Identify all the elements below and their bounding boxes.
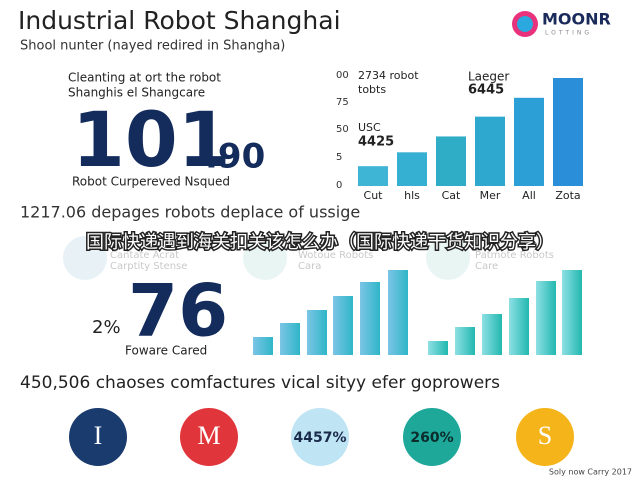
- faded-text: Cara: [298, 261, 321, 272]
- y-tick-label: 75: [336, 97, 349, 108]
- y-tick-label: 50: [336, 124, 349, 135]
- subtitle: Shool nunter (nayed redired in Shangha): [20, 39, 285, 54]
- logo-icon: [517, 16, 533, 32]
- circle-label: S: [538, 421, 552, 450]
- logo-sub: LOTTING: [545, 30, 592, 37]
- overlay-text: 国际快递遇到海关扣关该怎么办（国际快递干货知识分享）: [86, 232, 554, 253]
- bar: [360, 282, 380, 355]
- bottom-heading: 450,506 chaoses comfactures vical sityy …: [20, 373, 500, 393]
- bar: [397, 152, 427, 186]
- faded-text: Wotoue Robots: [298, 250, 373, 261]
- y-tick-label: 0: [336, 180, 342, 191]
- faded-icon: [63, 236, 107, 280]
- caption: Robot Curpereved Nsqued: [72, 175, 230, 189]
- y-tick-label: 5: [336, 152, 342, 163]
- annotation: 2734 robot: [358, 69, 419, 82]
- circle-label: I: [94, 421, 103, 450]
- faded-text: Care: [475, 261, 498, 272]
- circle-icon: [291, 408, 349, 466]
- annotation: USC: [358, 121, 381, 134]
- stat-line: Cleanting at ort the robot: [68, 71, 221, 85]
- circle-label: M: [197, 421, 220, 450]
- faded-text: Cantate Acrat: [110, 250, 179, 261]
- annotation: 4425: [358, 135, 394, 150]
- annotation: Laeger: [468, 70, 509, 84]
- circle-icon: [69, 408, 127, 466]
- faded-text: Patmote Robots: [475, 250, 554, 261]
- x-tick-label: hls: [404, 189, 420, 202]
- circle-icon: [516, 408, 574, 466]
- prefix: 2%: [92, 317, 121, 338]
- circle-icon: [180, 408, 238, 466]
- faded-text: Carptity Stense: [110, 261, 187, 272]
- stat-line: Shanghis el Shangcare: [68, 86, 205, 100]
- x-tick-label: Cat: [442, 189, 461, 202]
- faded-icon: [426, 236, 470, 280]
- big-number: 101: [72, 95, 231, 184]
- x-tick-label: Cut: [364, 189, 384, 202]
- circle-label: 4457%: [294, 430, 347, 446]
- logo: MOONR: [542, 10, 611, 29]
- circle-label: 260%: [410, 430, 453, 446]
- x-tick-label: Zota: [555, 189, 580, 202]
- x-tick-label: All: [522, 189, 536, 202]
- bar-group: [253, 270, 408, 355]
- title: Industrial Robot Shanghai: [18, 6, 341, 35]
- bar: [562, 270, 582, 355]
- bar: [482, 314, 502, 355]
- big-number: 76: [128, 269, 228, 353]
- big-suffix: .90: [205, 137, 265, 177]
- bar: [475, 116, 505, 186]
- row-heading: 1217.06 depages robots deplace of ussige: [20, 203, 360, 222]
- annotation: 6445: [468, 83, 504, 98]
- bar: [536, 281, 556, 355]
- faded-icon: [243, 236, 287, 280]
- footer: Soly now Carry 2017: [549, 468, 632, 477]
- bar: [388, 270, 408, 355]
- bar-group: [428, 270, 582, 355]
- bar: [509, 298, 529, 355]
- bar: [358, 166, 388, 186]
- y-tick-label: 00: [336, 70, 349, 81]
- bar: [455, 327, 475, 355]
- bar: [436, 136, 466, 186]
- caption: Foware Cared: [125, 344, 207, 358]
- bar: [553, 77, 583, 186]
- bar: [333, 296, 353, 355]
- x-tick-label: Mer: [480, 189, 501, 202]
- bar: [307, 310, 327, 355]
- circle-icon: [403, 408, 461, 466]
- annotation: tobts: [358, 83, 386, 96]
- bar: [428, 341, 448, 355]
- bar: [253, 337, 273, 355]
- bar: [280, 323, 300, 355]
- bar: [514, 97, 544, 186]
